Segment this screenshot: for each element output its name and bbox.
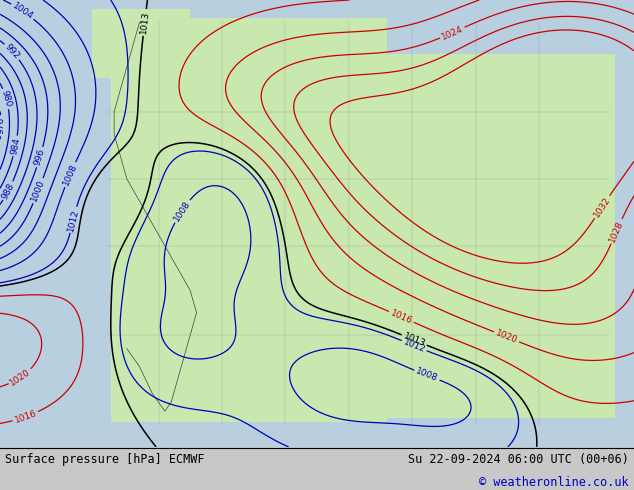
Text: 1013: 1013 (139, 10, 150, 34)
Text: 996: 996 (33, 147, 47, 167)
Text: 1024: 1024 (440, 24, 465, 41)
Text: 1020: 1020 (8, 367, 32, 388)
Text: 980: 980 (0, 89, 13, 108)
Text: 1032: 1032 (592, 195, 612, 219)
Text: 1008: 1008 (61, 162, 79, 187)
Text: 1016: 1016 (13, 409, 38, 425)
Text: © weatheronline.co.uk: © weatheronline.co.uk (479, 476, 629, 489)
Text: 976: 976 (0, 117, 6, 134)
Text: 1008: 1008 (415, 367, 439, 384)
Text: 988: 988 (0, 181, 16, 200)
Text: Surface pressure [hPa] ECMWF: Surface pressure [hPa] ECMWF (5, 453, 205, 466)
Text: Su 22-09-2024 06:00 UTC (00+06): Su 22-09-2024 06:00 UTC (00+06) (408, 453, 629, 466)
Text: 1016: 1016 (389, 308, 414, 326)
Text: 1000: 1000 (30, 178, 47, 203)
Text: 1028: 1028 (608, 219, 625, 244)
Text: 992: 992 (3, 42, 21, 61)
Text: 1008: 1008 (172, 199, 192, 223)
Text: 1004: 1004 (11, 1, 35, 22)
Text: 1012: 1012 (402, 337, 427, 354)
Text: 1012: 1012 (66, 208, 81, 232)
Text: 984: 984 (10, 137, 22, 155)
Text: 1013: 1013 (402, 332, 427, 348)
Text: 1020: 1020 (495, 328, 519, 345)
